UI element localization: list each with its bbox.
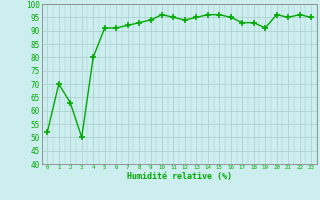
X-axis label: Humidité relative (%): Humidité relative (%) [127, 172, 232, 181]
